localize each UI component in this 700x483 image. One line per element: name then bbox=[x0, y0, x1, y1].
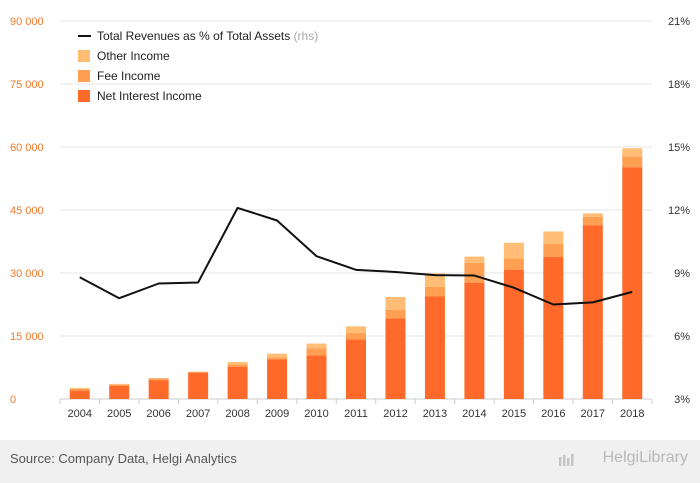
legend: Total Revenues as % of Total Assets (rhs… bbox=[78, 29, 318, 103]
footer: Source: Company Data, Helgi Analytics He… bbox=[0, 440, 700, 483]
bar-segment bbox=[227, 366, 248, 399]
bar-segment bbox=[622, 156, 643, 168]
y-axis-left: 0 15 000 30 000 45 000 60 000 75 000 90 000 bbox=[10, 16, 44, 406]
bar-segment bbox=[306, 355, 327, 399]
y-right-tick-label: 6% bbox=[674, 331, 690, 343]
line-series bbox=[79, 206, 633, 306]
bar-segment bbox=[69, 388, 90, 391]
gridlines bbox=[60, 20, 652, 400]
y-left-tick-label: 90 000 bbox=[10, 16, 44, 28]
y-axis-right: 3% 6% 9% 12% 15% 18% 21% bbox=[668, 16, 690, 406]
legend-line-name: Total Revenues as % of Total Assets bbox=[97, 29, 294, 43]
bar-segment bbox=[543, 244, 564, 258]
bar-segment bbox=[69, 390, 90, 399]
bar-segment bbox=[385, 318, 406, 399]
y-left-tick-label: 75 000 bbox=[10, 79, 44, 91]
bar-segment bbox=[306, 343, 327, 349]
bar-segment bbox=[188, 372, 209, 399]
bar-segment bbox=[385, 309, 406, 319]
bar-segment bbox=[148, 380, 169, 399]
bar-segment bbox=[267, 359, 288, 399]
bar-segment bbox=[109, 383, 130, 385]
bars bbox=[69, 148, 643, 399]
bar-segment bbox=[464, 262, 485, 283]
bar-segment bbox=[148, 378, 169, 381]
x-tick-label: 2008 bbox=[225, 408, 249, 420]
bar-segment bbox=[464, 256, 485, 263]
bar-segment bbox=[346, 339, 366, 399]
legend-swatch bbox=[78, 50, 90, 62]
legend-label: Other Income bbox=[97, 49, 170, 63]
line-path bbox=[79, 206, 633, 306]
y-right-tick-label: 18% bbox=[668, 79, 690, 91]
legend-swatch bbox=[78, 70, 90, 82]
bar-segment bbox=[109, 384, 130, 386]
y-left-tick-label: 60 000 bbox=[10, 142, 44, 154]
bar-segment bbox=[582, 213, 603, 217]
source-note: Source: Company Data, Helgi Analytics bbox=[10, 451, 237, 466]
x-tick-label: 2018 bbox=[620, 408, 644, 420]
bar-segment bbox=[267, 357, 288, 360]
x-tick-label: 2009 bbox=[265, 408, 289, 420]
x-tick-label: 2014 bbox=[462, 408, 486, 420]
legend-label: Fee Income bbox=[97, 69, 161, 83]
bar-segment bbox=[503, 269, 524, 399]
bar-segment bbox=[306, 348, 327, 356]
revenue-chart: 2004 2005 2006 2007 2008 2009 2010 2011 2012 2013… bbox=[10, 16, 690, 420]
y-left-tick-label: 30 000 bbox=[10, 268, 44, 280]
legend-label: Net Interest Income bbox=[97, 89, 202, 103]
bar-segment bbox=[109, 385, 130, 399]
x-tick-label: 2017 bbox=[581, 408, 605, 420]
bar-segment bbox=[503, 242, 524, 259]
legend-line-suffix: (rhs) bbox=[294, 29, 319, 43]
bar-segment bbox=[227, 362, 248, 365]
brand-name: HelgiLibrary bbox=[602, 449, 688, 466]
x-tick-label: 2011 bbox=[344, 408, 368, 420]
y-left-tick-label: 0 bbox=[10, 394, 16, 406]
y-right-tick-label: 21% bbox=[668, 16, 690, 28]
x-tick-label: 2016 bbox=[541, 408, 565, 420]
bar-segment bbox=[464, 282, 485, 399]
bar-segment bbox=[424, 273, 445, 287]
y-right-tick-label: 3% bbox=[674, 394, 690, 406]
x-tick-label: 2015 bbox=[502, 408, 526, 420]
y-right-tick-label: 12% bbox=[668, 205, 690, 217]
bar-segment bbox=[543, 231, 564, 245]
x-tick-label: 2005 bbox=[107, 408, 131, 420]
legend-label-line: Total Revenues as % of Total Assets (rhs… bbox=[97, 29, 318, 43]
bar-segment bbox=[582, 225, 603, 399]
x-tick-label: 2010 bbox=[304, 408, 328, 420]
bar-segment bbox=[424, 286, 445, 297]
bar-segment bbox=[543, 257, 564, 399]
y-right-tick-label: 15% bbox=[668, 142, 690, 154]
x-tick-label: 2013 bbox=[423, 408, 447, 420]
bar-segment bbox=[267, 353, 288, 358]
y-left-tick-label: 45 000 bbox=[10, 205, 44, 217]
x-tick-label: 2004 bbox=[67, 408, 91, 420]
y-left-tick-label: 15 000 bbox=[10, 331, 44, 343]
bar-segment bbox=[385, 296, 406, 310]
bar-segment bbox=[227, 364, 248, 367]
bar-segment bbox=[69, 387, 90, 389]
bar-segment bbox=[424, 296, 445, 399]
bar-segment bbox=[503, 258, 524, 270]
bar-segment bbox=[622, 167, 643, 399]
library-logo-icon bbox=[559, 454, 574, 466]
x-tick-label: 2007 bbox=[186, 408, 210, 420]
bar-segment bbox=[148, 378, 169, 379]
legend-swatch bbox=[78, 90, 90, 102]
bar-segment bbox=[622, 148, 643, 157]
bar-segment bbox=[346, 326, 366, 334]
x-tick-label: 2012 bbox=[383, 408, 407, 420]
x-tick-label: 2006 bbox=[146, 408, 170, 420]
y-right-tick-label: 9% bbox=[674, 268, 690, 280]
bar-segment bbox=[346, 333, 366, 340]
x-axis: 2004 2005 2006 2007 2008 2009 2010 2011 2012 2013… bbox=[59, 399, 653, 420]
bar-segment bbox=[582, 216, 603, 226]
